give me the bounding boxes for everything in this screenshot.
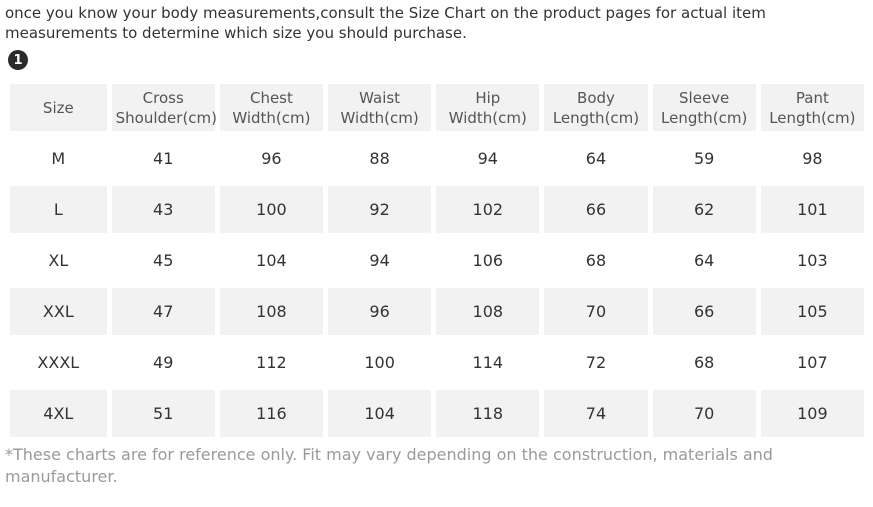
measurement-cell: 64 xyxy=(544,135,648,182)
measurement-cell: 43 xyxy=(111,186,215,233)
table-row: M 41 96 88 94 64 59 98 xyxy=(10,135,864,182)
measurement-cell: 108 xyxy=(436,288,540,335)
size-cell: XXL xyxy=(10,288,107,335)
measurement-cell: 47 xyxy=(111,288,215,335)
measurement-cell: 64 xyxy=(652,237,756,284)
measurement-cell: 92 xyxy=(328,186,432,233)
footnote-text: *These charts are for reference only. Fi… xyxy=(5,445,773,486)
size-cell: XL xyxy=(10,237,107,284)
size-chart-table: Size Cross Shoulder(cm) Chest Width(cm) Wai… xyxy=(5,80,869,441)
measurement-cell: 51 xyxy=(111,390,215,437)
measurement-cell: 100 xyxy=(219,186,324,233)
size-cell: XXXL xyxy=(10,339,107,386)
column-header: Waist Width(cm) xyxy=(328,84,432,131)
size-chart-header-row: Size Cross Shoulder(cm) Chest Width(cm) Wai… xyxy=(10,84,864,131)
measurement-cell: 98 xyxy=(760,135,864,182)
measurement-cell: 41 xyxy=(111,135,215,182)
measurement-cell: 114 xyxy=(436,339,540,386)
table-row: XXXL 49 112 100 114 72 68 107 xyxy=(10,339,864,386)
size-cell: M xyxy=(10,135,107,182)
measurement-cell: 62 xyxy=(652,186,756,233)
measurement-cell: 59 xyxy=(652,135,756,182)
column-header: Pant Length(cm) xyxy=(760,84,864,131)
measurement-cell: 49 xyxy=(111,339,215,386)
measurement-cell: 116 xyxy=(219,390,324,437)
measurement-cell: 105 xyxy=(760,288,864,335)
measurement-cell: 104 xyxy=(219,237,324,284)
measurement-cell: 45 xyxy=(111,237,215,284)
measurement-cell: 66 xyxy=(652,288,756,335)
column-header: Body Length(cm) xyxy=(544,84,648,131)
size-cell: L xyxy=(10,186,107,233)
measurement-cell: 101 xyxy=(760,186,864,233)
measurement-cell: 112 xyxy=(219,339,324,386)
table-row: L 43 100 92 102 66 62 101 xyxy=(10,186,864,233)
measurement-cell: 103 xyxy=(760,237,864,284)
step-1-badge: 1 xyxy=(8,50,28,70)
column-header: Sleeve Length(cm) xyxy=(652,84,756,131)
measurement-cell: 109 xyxy=(760,390,864,437)
table-row: XXL 47 108 96 108 70 66 105 xyxy=(10,288,864,335)
measurement-cell: 88 xyxy=(328,135,432,182)
column-header: Cross Shoulder(cm) xyxy=(111,84,217,131)
measurement-cell: 66 xyxy=(544,186,648,233)
measurement-cell: 94 xyxy=(328,237,432,284)
measurement-cell: 96 xyxy=(219,135,324,182)
measurement-cell: 68 xyxy=(544,237,648,284)
column-header: Hip Width(cm) xyxy=(436,84,540,131)
measurement-cell: 96 xyxy=(328,288,432,335)
measurement-cell: 70 xyxy=(652,390,756,437)
size-chart-body: M 41 96 88 94 64 59 98 L 43 100 92 102 66 62 101 XL 45 104… xyxy=(10,135,864,437)
measurement-cell: 104 xyxy=(328,390,432,437)
size-cell: 4XL xyxy=(10,390,107,437)
measurement-cell: 118 xyxy=(436,390,540,437)
measurement-cell: 72 xyxy=(544,339,648,386)
measurement-cell: 100 xyxy=(328,339,432,386)
column-header: Chest Width(cm) xyxy=(219,84,324,131)
column-header: Size xyxy=(10,84,107,131)
size-chart-head: Size Cross Shoulder(cm) Chest Width(cm) Wai… xyxy=(10,84,864,131)
table-row: 4XL 51 116 104 118 74 70 109 xyxy=(10,390,864,437)
measurement-cell: 94 xyxy=(436,135,540,182)
measurement-cell: 108 xyxy=(219,288,324,335)
measurement-cell: 68 xyxy=(652,339,756,386)
measurement-cell: 70 xyxy=(544,288,648,335)
table-row: XL 45 104 94 106 68 64 103 xyxy=(10,237,864,284)
intro-text: once you know your body measurements,con… xyxy=(5,4,766,42)
measurement-cell: 107 xyxy=(760,339,864,386)
measurement-cell: 74 xyxy=(544,390,648,437)
measurement-cell: 102 xyxy=(436,186,540,233)
measurement-cell: 106 xyxy=(436,237,540,284)
